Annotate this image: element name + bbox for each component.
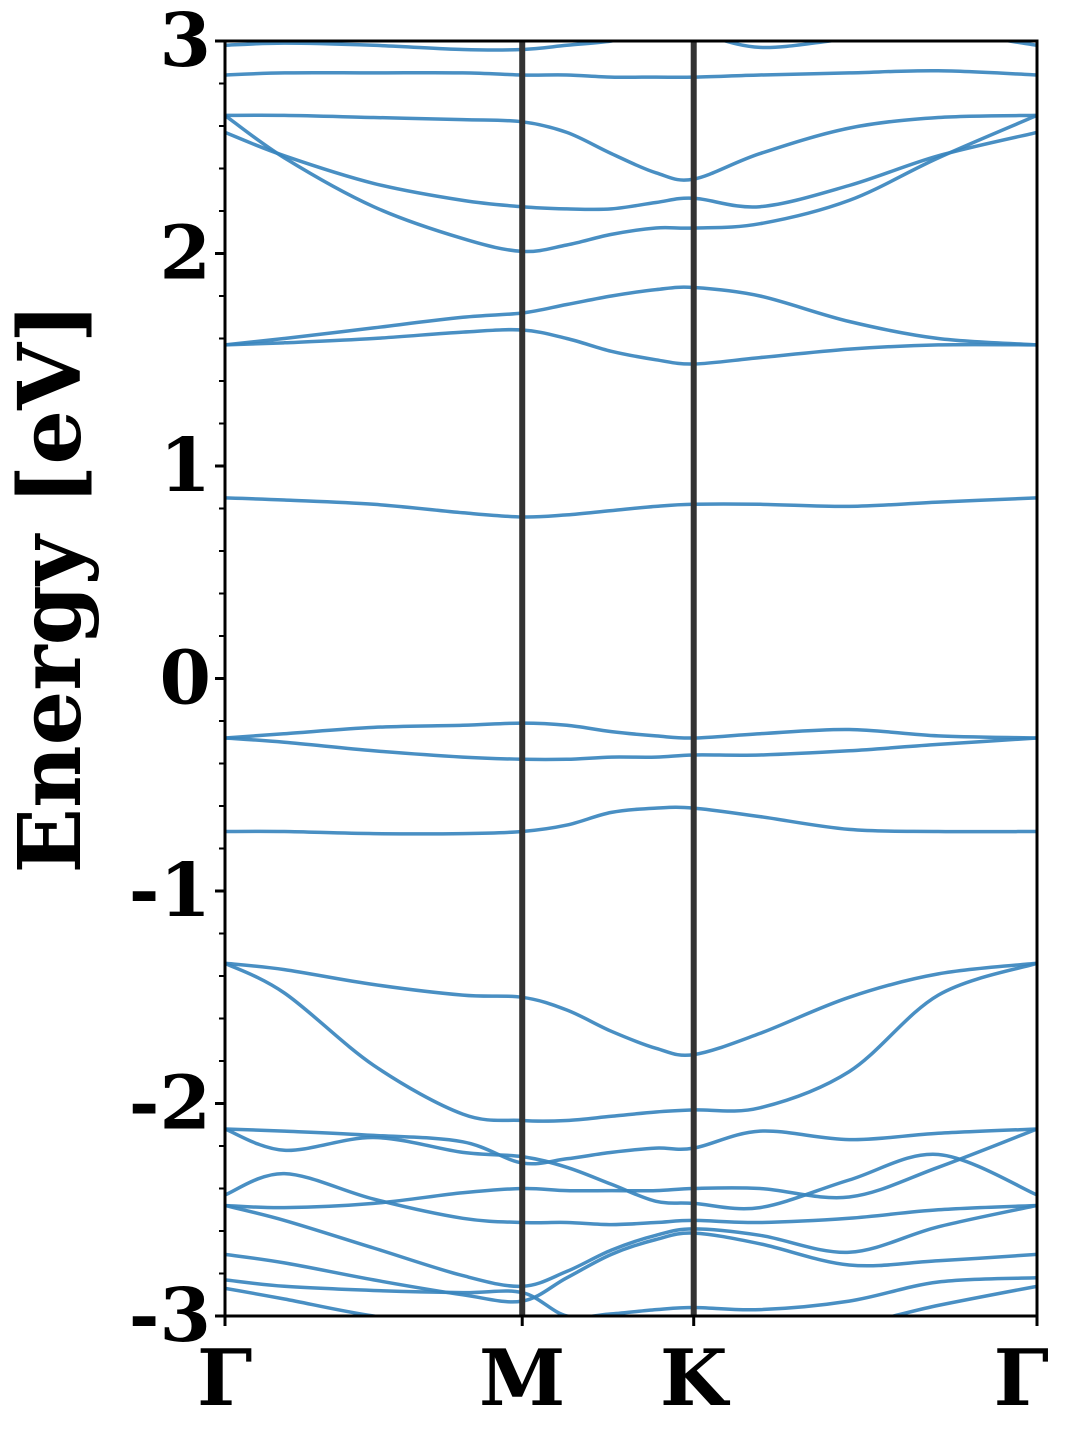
band-line-11 — [225, 805, 1037, 836]
band-line-19 — [225, 113, 1037, 182]
band-line-15 — [225, 327, 1037, 366]
band-line-17 — [225, 113, 1037, 254]
y-axis: -3 -2 -1 0 1 2 3 — [129, 0, 225, 1359]
band-line-6 — [225, 1171, 1037, 1227]
x-tick-label-M: M — [479, 1333, 565, 1424]
band-line-2 — [225, 1276, 1037, 1316]
band-line-20 — [225, 68, 1037, 80]
y-tick-label: 2 — [160, 211, 212, 297]
band-line-12 — [225, 736, 1037, 762]
y-tick-label: 1 — [160, 423, 212, 509]
band-line-5 — [225, 1127, 1037, 1210]
band-line-7 — [225, 1127, 1037, 1211]
y-tick-label: 0 — [160, 636, 212, 722]
x-tick-label-Γ: Γ — [197, 1333, 252, 1424]
y-tick-label: -1 — [129, 848, 211, 934]
y-axis-title: Energy [eV] — [0, 303, 101, 874]
band-line-4 — [225, 1203, 1037, 1289]
band-line-1 — [225, 1284, 1037, 1316]
band-line-3 — [225, 1231, 1037, 1304]
x-tick-label-K: K — [660, 1333, 731, 1424]
band-line-18 — [225, 130, 1037, 212]
kpath-lines — [519, 41, 697, 1316]
band-line-13 — [225, 721, 1037, 740]
band-line-10 — [225, 961, 1037, 1123]
y-tick-label: -3 — [129, 1273, 211, 1359]
y-tick-label: -2 — [129, 1061, 211, 1147]
band-line-16 — [225, 285, 1037, 347]
band-line-9 — [225, 961, 1037, 1057]
x-tick-label-Γ: Γ — [994, 1333, 1049, 1424]
band-line-14 — [225, 496, 1037, 519]
band-line-8 — [225, 1127, 1037, 1166]
bands-layer — [225, 41, 1037, 1316]
y-tick-label: 3 — [160, 0, 212, 84]
band-line-21 — [225, 41, 1037, 52]
